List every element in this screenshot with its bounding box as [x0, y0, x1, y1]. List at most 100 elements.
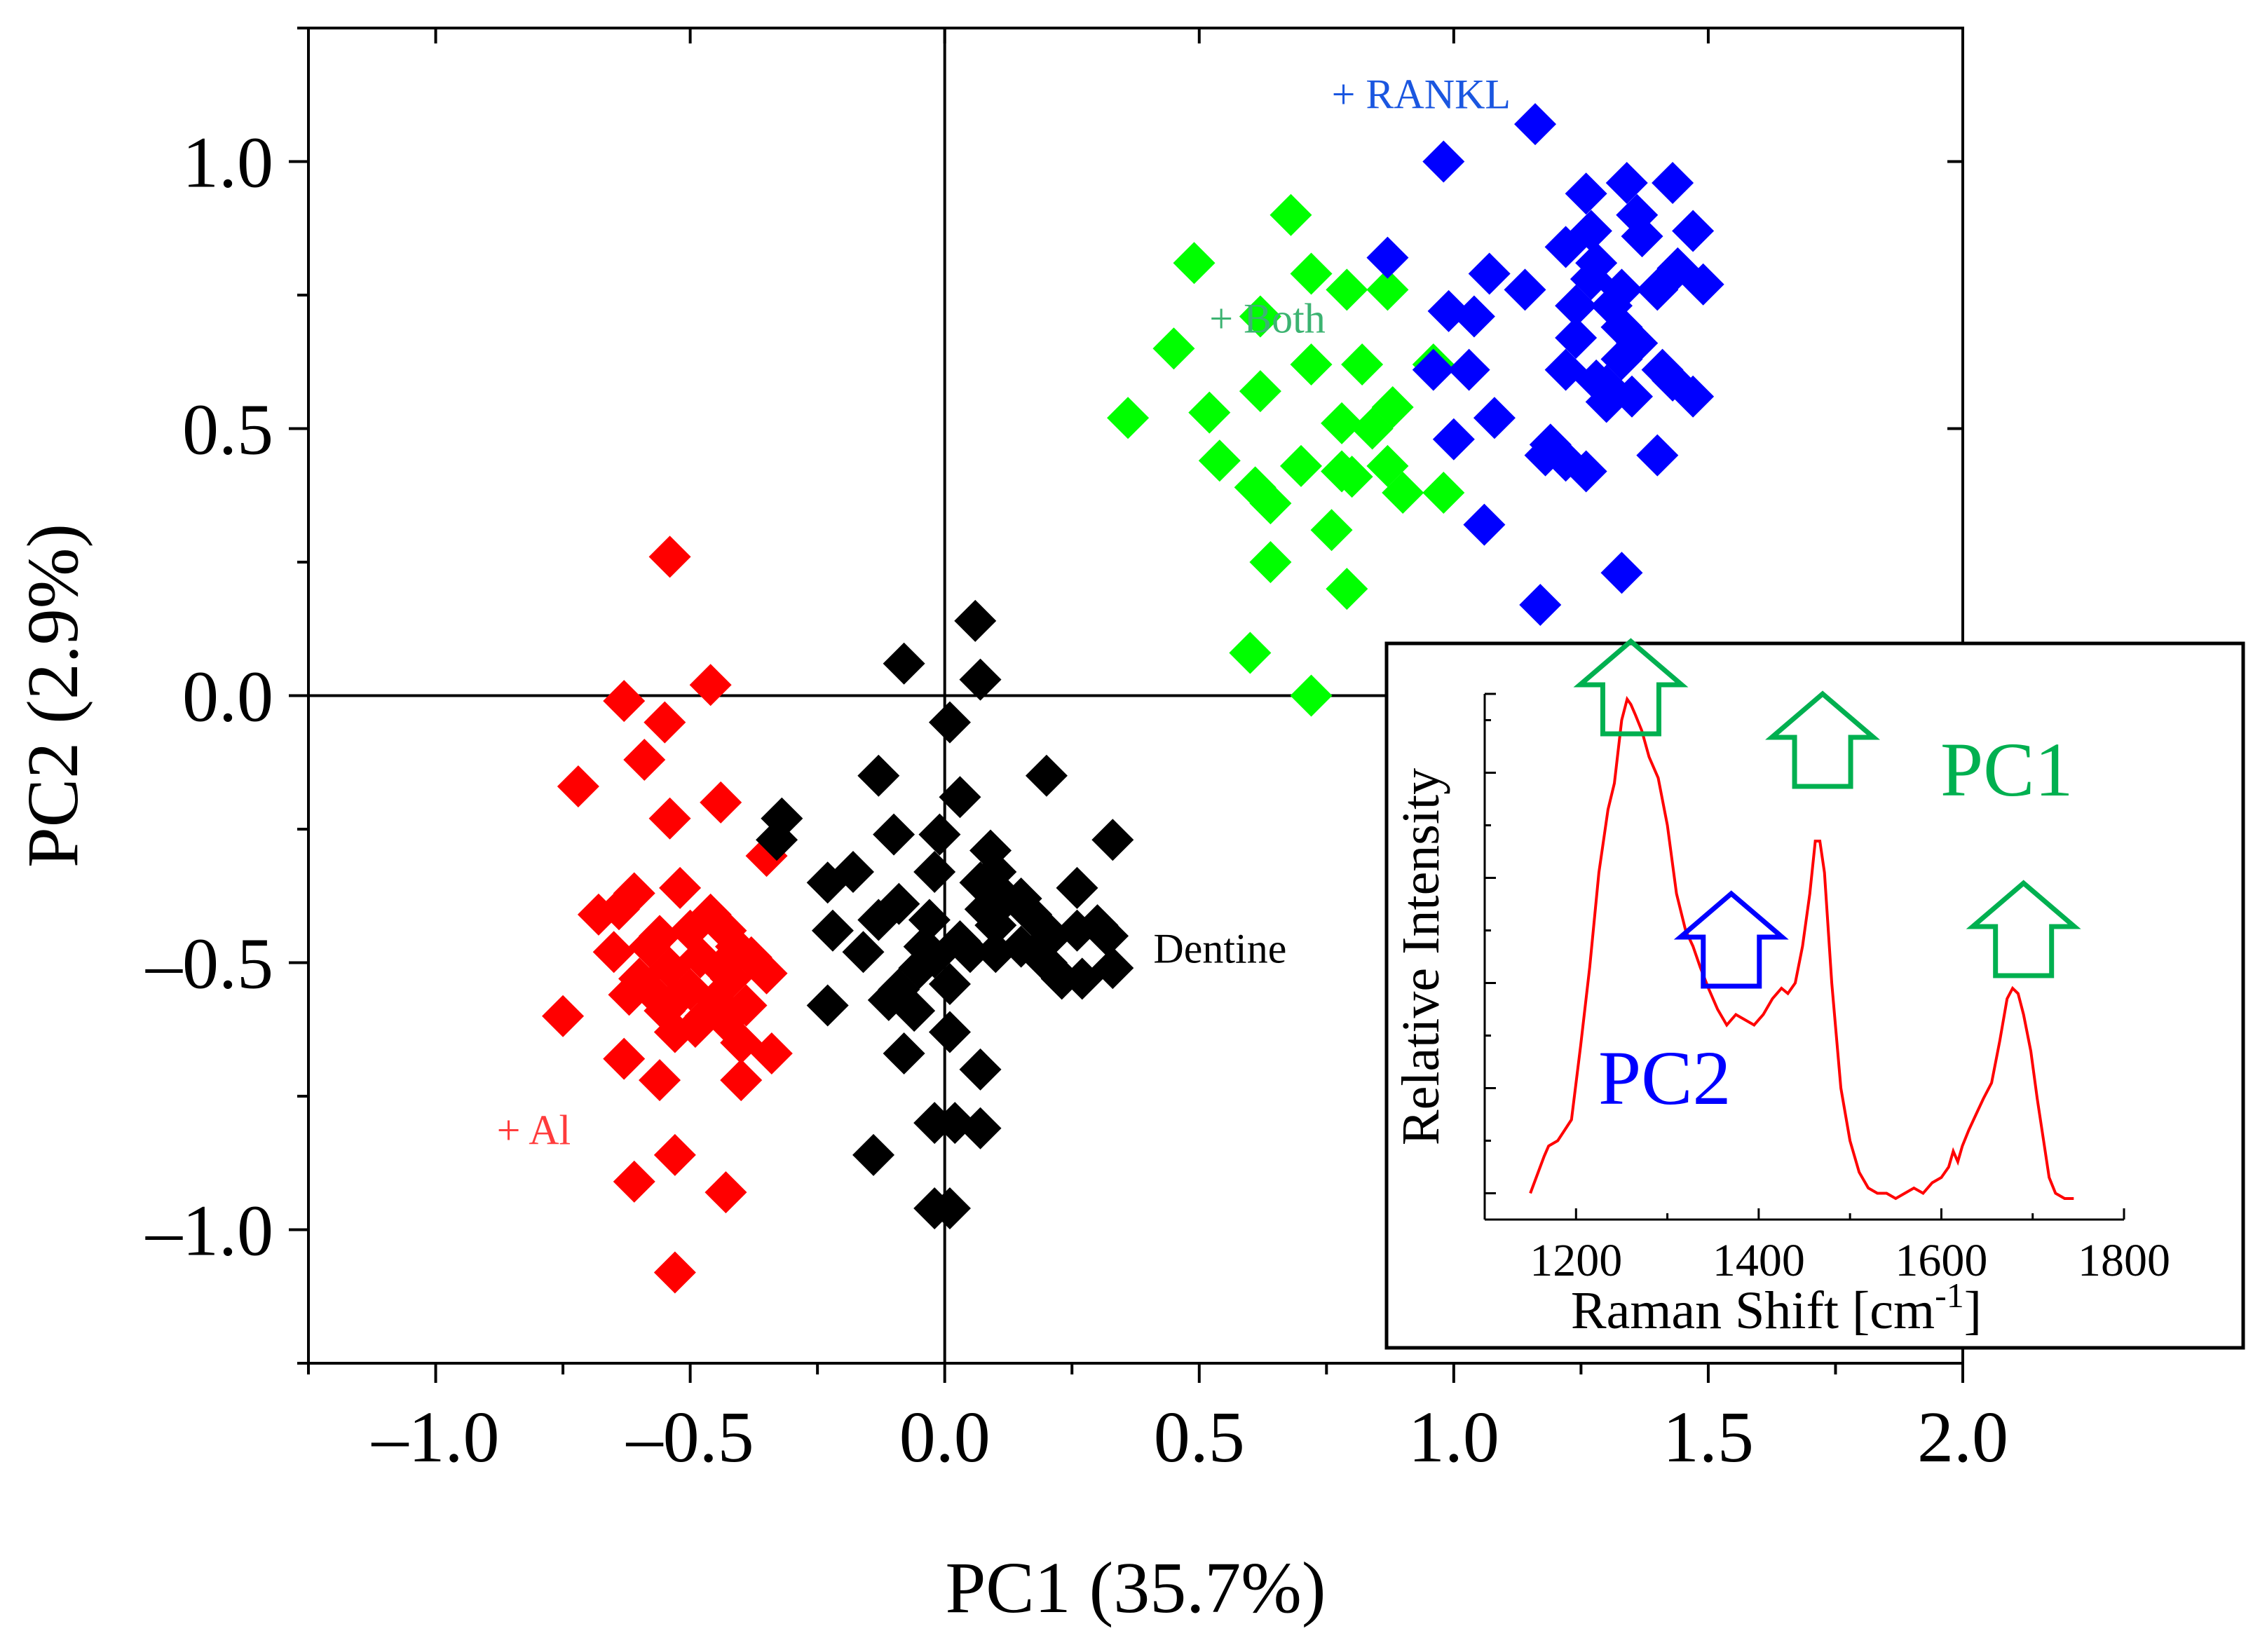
scatter-point [1087, 915, 1129, 957]
scatter-point [659, 866, 702, 909]
scatter-point [1605, 161, 1648, 204]
scatter-point [852, 1133, 895, 1176]
inset-pc2-label: PC2 [1598, 1035, 1731, 1121]
scatter-point [883, 642, 925, 685]
inset-y-ticks [1485, 692, 1496, 1194]
arrow-icon [1765, 690, 1881, 789]
inset-x-label-main: Raman Shift [cm [1571, 1281, 1935, 1340]
scatter-point [1422, 471, 1465, 514]
series-both [1107, 193, 1465, 717]
scatter-point [918, 813, 961, 856]
scatter-point [893, 990, 936, 1032]
x-tick-label: 2.0 [1917, 1397, 2008, 1477]
scatter-point [1269, 193, 1312, 236]
scatter-point [974, 931, 1017, 974]
scatter-point [1448, 348, 1490, 391]
scatter-point [1290, 343, 1333, 386]
group-label: Dentine [1153, 926, 1286, 972]
scatter-point [1412, 348, 1455, 391]
group-label: + Al [497, 1107, 571, 1154]
y-tick-label: 0.0 [182, 657, 273, 737]
scatter-point [1239, 295, 1281, 338]
scatter-point [1382, 471, 1424, 514]
scatter-point [1514, 103, 1557, 146]
scatter-point [1056, 866, 1098, 909]
scatter-points [542, 103, 1724, 1294]
scatter-point [653, 1011, 696, 1053]
scatter-point [908, 899, 951, 941]
scatter-point [954, 599, 997, 642]
group-label: + Both [1209, 295, 1326, 341]
x-axis-label: PC1 (35.7%) [945, 1548, 1326, 1628]
scatter-point [959, 658, 1002, 701]
scatter-point [1473, 397, 1516, 439]
scatter-point [928, 701, 971, 744]
scatter-point [745, 952, 788, 995]
scatter-point [623, 738, 666, 781]
scatter-point [1366, 268, 1409, 311]
scatter-point [653, 1251, 696, 1294]
scatter-point [1544, 226, 1587, 268]
scatter-point [648, 797, 691, 840]
scatter-point [1198, 439, 1241, 482]
x-tick-label: 1.0 [1408, 1397, 1499, 1477]
scatter-point [603, 680, 646, 723]
inset-spectrum-line [1529, 695, 2074, 1201]
scatter-point [644, 701, 686, 744]
x-tick-label: –1.0 [372, 1397, 500, 1477]
scatter-point [959, 1107, 1002, 1149]
scatter-point [1107, 397, 1150, 439]
inset-x-ticks: 1200 1400 1600 1800 [1483, 1208, 2170, 1286]
scatter-point [1463, 503, 1506, 546]
inset-arrows [1573, 638, 2081, 989]
scatter-point [1432, 418, 1475, 460]
inset-x-tick-label: 1600 [1895, 1235, 1987, 1286]
x-axis-ticks: –1.0 –0.5 0.0 0.5 1.0 1.5 2.0 [307, 28, 2008, 1477]
inset-y-axis-label: Relative Intensity [1391, 768, 1450, 1145]
scatter-point [603, 1037, 646, 1080]
x-tick-label: –0.5 [626, 1397, 754, 1477]
scatter-point [639, 1059, 681, 1102]
scatter-point [928, 1011, 971, 1053]
arrow-icon [1673, 890, 1789, 989]
scatter-point [949, 931, 991, 974]
inset-x-tick-label: 1800 [2078, 1235, 2170, 1286]
inset-spectrum: 1200 1400 1600 1800 PC1 PC2 Raman Shift [cm… [1384, 638, 2245, 1350]
scatter-point [648, 535, 691, 578]
x-tick-label: 1.5 [1663, 1397, 1754, 1477]
scatter-point [1173, 242, 1216, 285]
scatter-point [1280, 444, 1322, 487]
scatter-point [1326, 568, 1368, 610]
scatter-point [928, 962, 971, 1005]
scatter-point [959, 1048, 1002, 1091]
scatter-point [857, 754, 900, 797]
scatter-point [806, 861, 849, 904]
scatter-point [857, 899, 900, 941]
inset-x-axis-label: Raman Shift [cm-1] [1571, 1276, 1982, 1340]
scatter-point [592, 931, 635, 974]
scatter-point [1585, 381, 1628, 423]
scatter-point [1326, 268, 1368, 311]
scatter-point [928, 1187, 971, 1230]
scatter-point [873, 813, 915, 856]
series-al [542, 535, 793, 1294]
scatter-point [1672, 375, 1715, 418]
scatter-point [1652, 161, 1694, 204]
y-tick-label: –1.0 [145, 1191, 273, 1271]
scatter-point [811, 909, 854, 952]
group-label: + RANKL [1332, 71, 1511, 117]
y-axis-ticks: –1.0 –0.5 0.0 0.5 1.0 [145, 27, 1963, 1365]
scatter-point [1351, 407, 1394, 450]
scatter-point [1636, 434, 1679, 477]
scatter-point [1682, 263, 1724, 306]
inset-x-label-sup: -1 [1935, 1276, 1964, 1315]
scatter-point [1422, 140, 1465, 183]
scatter-point [1555, 316, 1598, 359]
scatter-point [542, 995, 585, 1037]
series-dentine [756, 599, 1134, 1230]
scatter-point [1290, 674, 1333, 717]
arrow-icon [1573, 638, 1689, 737]
scatter-point [1519, 583, 1562, 626]
scatter-point [689, 664, 732, 706]
